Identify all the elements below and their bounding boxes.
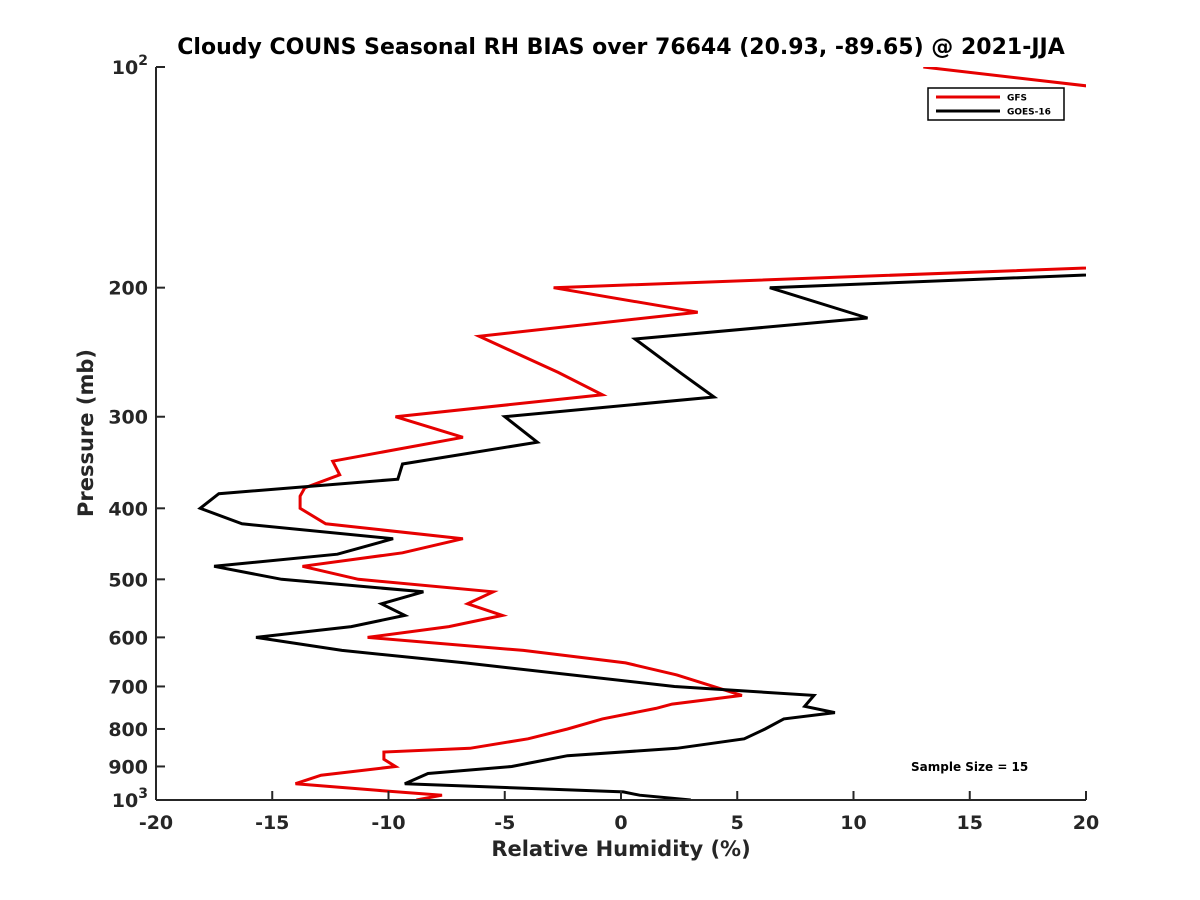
sample-size-annotation: Sample Size = 15 [911,760,1028,774]
x-tick-label: 10 [840,812,866,834]
x-tick-label: -15 [255,812,289,834]
chart-title: Cloudy COUNS Seasonal RH BIAS over 76644… [177,35,1064,60]
y-tick-label: 200 [108,278,148,300]
x-tick-label: -5 [494,812,515,834]
y-tick-label: 103 [112,786,148,812]
legend-box [927,87,1065,121]
x-tick-label: 15 [957,812,983,834]
y-tick-label: 400 [108,498,148,520]
x-tick-label: 5 [731,812,744,834]
y-tick-label: 600 [108,627,148,649]
series-layer [197,67,1086,800]
series-line-goes16 [197,273,1086,800]
y-ticks: 102 200 300 400 500 600 700 800 900 103 [108,53,165,812]
y-tick-label: 300 [108,407,148,429]
x-tick-label: 20 [1073,812,1099,834]
y-tick-label: 900 [108,756,148,778]
x-tick-label: -10 [371,812,405,834]
x-tick-label: -20 [139,812,173,834]
y-tick-label: 800 [108,719,148,741]
y-tick-label: 102 [112,53,148,79]
legend: GFS GOES-16 [927,87,1065,121]
x-axis-label: Relative Humidity (%) [491,837,750,861]
series-line-gfs [295,67,1086,800]
legend-label-gfs: GFS [1007,94,1027,104]
x-tick-label: 0 [614,812,627,834]
legend-label-goes16: GOES-16 [1007,108,1051,118]
y-tick-label: 500 [108,569,148,591]
y-tick-label: 700 [108,676,148,698]
axes [155,67,1086,801]
x-ticks: -20 -15 -10 -5 0 5 10 15 20 [139,791,1099,834]
y-axis-label: Pressure (mb) [74,349,98,517]
